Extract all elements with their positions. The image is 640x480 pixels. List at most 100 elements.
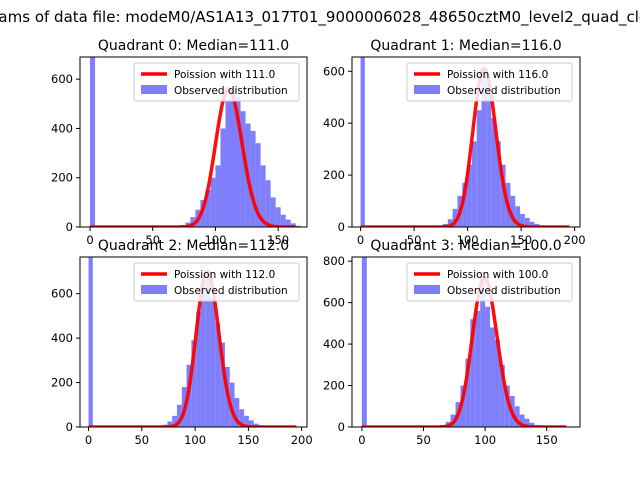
hist-bar: [486, 81, 492, 227]
x-tick-label: 150: [536, 433, 558, 447]
subplot-quadrant-2: 0 50 100 150 200 0 200 400 600 Poission with 112.…: [51, 238, 313, 447]
hist-bar: [229, 382, 235, 427]
hist-bar: [494, 339, 500, 427]
subplot-quadrant-1: 0 50 100 150 200 0 200 400 600 Poission with 116.…: [323, 38, 586, 247]
hist-bar: [190, 217, 196, 227]
hist-bar: [495, 141, 501, 227]
hist-bar: [465, 358, 471, 427]
hist-bar: [510, 195, 516, 227]
hist-bar: [485, 306, 491, 427]
x-tick-label: 100: [457, 233, 479, 247]
hist-bar: [167, 421, 173, 427]
hist-bar: [491, 117, 496, 227]
legend-box: [406, 62, 573, 102]
y-tick-label: 200: [323, 168, 345, 182]
hist-bar: [250, 130, 256, 227]
hist-bar: [285, 219, 291, 227]
hist-bar: [205, 271, 211, 427]
x-tick-label: 50: [416, 433, 431, 447]
hist-bar: [470, 319, 476, 427]
legend-box: [133, 62, 300, 102]
legend-label-poisson: Poission with 100.0: [447, 269, 548, 281]
axes-frame: [351, 256, 581, 428]
axes-frame: [79, 56, 308, 228]
plot-area: [89, 57, 301, 227]
legend: Poission with 116.0 Observed distribution: [406, 62, 573, 102]
hist-bar: [210, 298, 216, 427]
hist-bar: [529, 422, 535, 427]
hist-bar: [225, 101, 231, 227]
axes-frame: [79, 256, 308, 428]
legend-bar-swatch: [414, 285, 440, 294]
subplot-quadrant-3: 0 50 100 150 0 200 400 600 800 Poission with 100.…: [323, 238, 581, 447]
hist-bar: [529, 221, 535, 227]
hist-bar: [235, 96, 241, 227]
legend-bar-swatch: [141, 285, 167, 294]
hist-bar-zero: [90, 57, 96, 227]
hist-bar: [452, 208, 458, 227]
legend-box: [133, 262, 300, 302]
hist-bar: [200, 280, 206, 427]
x-tick-label: 150: [237, 433, 259, 447]
hist-bar: [476, 110, 482, 227]
x-tick-label: 200: [564, 233, 586, 247]
x-tick-label: 0: [86, 233, 93, 247]
hist-bar: [500, 164, 506, 227]
hist-bar: [196, 311, 201, 427]
hist-bar: [490, 327, 495, 427]
y-tick-label: 0: [66, 420, 73, 434]
legend-label-observed: Observed distribution: [447, 285, 561, 297]
hist-bar: [514, 406, 520, 427]
y-tick-label: 400: [51, 121, 73, 135]
hist-bar: [295, 225, 301, 227]
hist-bar: [205, 190, 211, 227]
hist-bar: [471, 141, 477, 227]
x-tick-label: 50: [407, 233, 422, 247]
y-tick-label: 400: [323, 337, 345, 351]
hist-bar: [460, 385, 466, 427]
hist-bar: [172, 415, 177, 427]
x-tick-label: 50: [134, 433, 149, 447]
legend: Poission with 112.0 Observed distribution: [133, 262, 300, 302]
legend-label-poisson: Poission with 112.0: [174, 269, 275, 281]
hist-bar: [520, 214, 525, 227]
poisson-curve: [89, 87, 297, 227]
y-tick-label: 600: [323, 64, 345, 78]
hist-bar: [270, 197, 276, 227]
hist-bar: [524, 418, 530, 427]
subplot-title: Quadrant 3: Median=100.0: [370, 238, 561, 254]
hist-bar: [248, 420, 254, 427]
hist-bar: [240, 111, 246, 227]
legend: Poission with 100.0 Observed distribution: [406, 262, 573, 302]
hist-bar: [239, 409, 245, 427]
hist-bar: [275, 207, 281, 227]
legend-label-observed: Observed distribution: [447, 85, 561, 97]
y-tick-label: 400: [323, 116, 345, 130]
hist-bar: [191, 340, 197, 427]
hist-bar: [260, 165, 266, 227]
hist-bar: [504, 385, 510, 427]
x-tick-label: 100: [184, 433, 206, 447]
hist-bar: [210, 177, 216, 227]
x-tick-label: 50: [145, 233, 160, 247]
y-tick-label: 200: [51, 376, 73, 390]
plot-area: [361, 257, 567, 427]
y-tick-label: 200: [323, 379, 345, 393]
hist-bar-zero: [360, 57, 365, 227]
hist-bar: [447, 219, 453, 227]
legend-label-observed: Observed distribution: [174, 285, 288, 297]
hist-bar: [480, 277, 486, 427]
x-tick-label: 0: [85, 433, 92, 447]
hist-bar: [255, 143, 261, 227]
hist-bar: [515, 206, 521, 227]
hist-bar: [481, 68, 487, 227]
subplot-title: Quadrant 2: Median=112.0: [98, 238, 289, 254]
y-tick-label: 0: [338, 220, 345, 234]
hist-bar: [220, 342, 225, 427]
x-tick-label: 100: [474, 433, 496, 447]
legend: Poission with 111.0 Observed distribution: [133, 62, 300, 102]
hist-bar: [265, 180, 271, 227]
hist-bar: [519, 414, 525, 427]
hist-bar: [499, 364, 505, 427]
